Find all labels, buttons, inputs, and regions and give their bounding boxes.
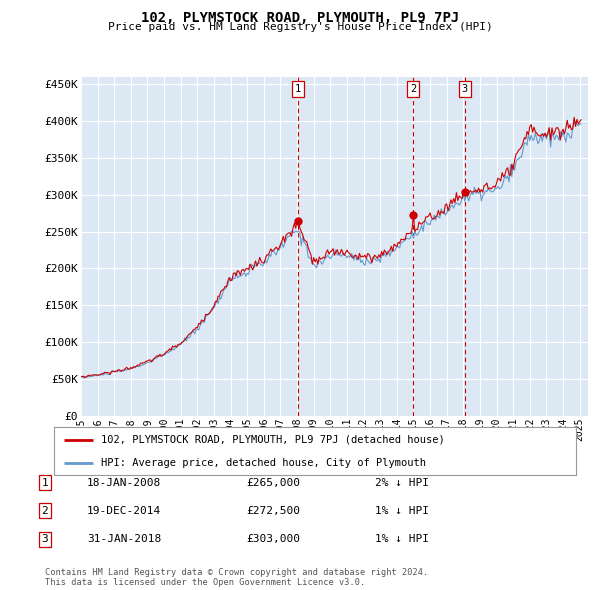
Text: 31-JAN-2018: 31-JAN-2018 (87, 535, 161, 544)
Text: 102, PLYMSTOCK ROAD, PLYMOUTH, PL9 7PJ (detached house): 102, PLYMSTOCK ROAD, PLYMOUTH, PL9 7PJ (… (101, 435, 445, 445)
Text: 1% ↓ HPI: 1% ↓ HPI (375, 506, 429, 516)
Text: 2% ↓ HPI: 2% ↓ HPI (375, 478, 429, 487)
Text: 2: 2 (41, 506, 49, 516)
Text: 3: 3 (41, 535, 49, 544)
Text: 2: 2 (410, 84, 416, 94)
Text: £265,000: £265,000 (246, 478, 300, 487)
Text: 1: 1 (41, 478, 49, 487)
Text: Contains HM Land Registry data © Crown copyright and database right 2024.
This d: Contains HM Land Registry data © Crown c… (45, 568, 428, 587)
Text: 102, PLYMSTOCK ROAD, PLYMOUTH, PL9 7PJ: 102, PLYMSTOCK ROAD, PLYMOUTH, PL9 7PJ (141, 11, 459, 25)
Text: 1: 1 (295, 84, 301, 94)
Text: £303,000: £303,000 (246, 535, 300, 544)
Text: 3: 3 (461, 84, 468, 94)
Text: Price paid vs. HM Land Registry's House Price Index (HPI): Price paid vs. HM Land Registry's House … (107, 22, 493, 32)
Text: 18-JAN-2008: 18-JAN-2008 (87, 478, 161, 487)
Text: 1% ↓ HPI: 1% ↓ HPI (375, 535, 429, 544)
Text: 19-DEC-2014: 19-DEC-2014 (87, 506, 161, 516)
Text: HPI: Average price, detached house, City of Plymouth: HPI: Average price, detached house, City… (101, 458, 426, 468)
Text: £272,500: £272,500 (246, 506, 300, 516)
